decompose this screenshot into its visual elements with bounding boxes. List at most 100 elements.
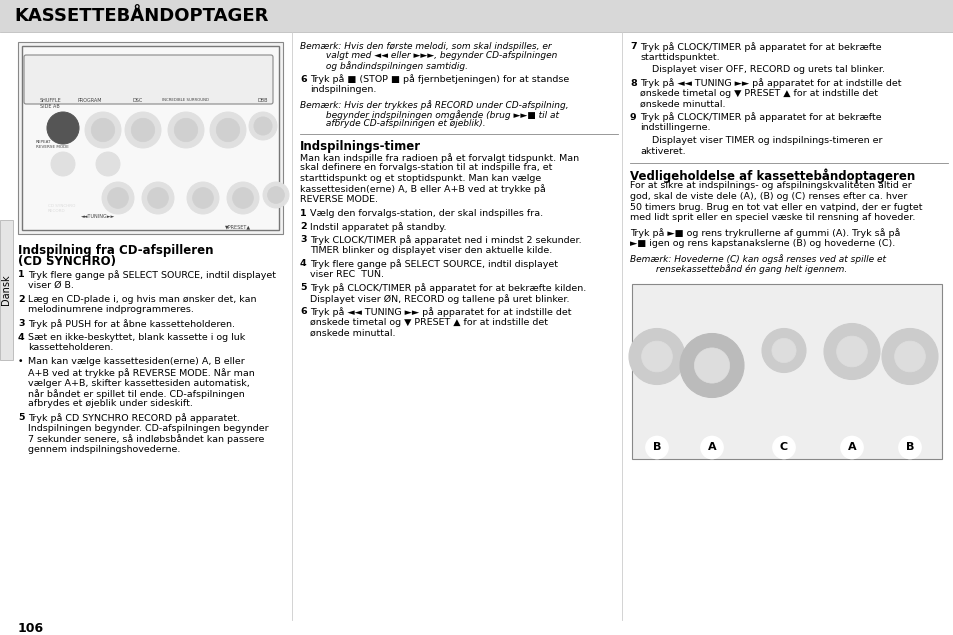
Circle shape xyxy=(125,112,161,148)
Text: kassettesiden(erne) A, B eller A+B ved at trykke på: kassettesiden(erne) A, B eller A+B ved a… xyxy=(299,185,545,194)
Text: Tryk på ►■ og rens trykrullerne af gummi (A). Tryk så på: Tryk på ►■ og rens trykrullerne af gummi… xyxy=(629,229,900,238)
Text: god, skal de viste dele (A), (B) og (C) renses efter ca. hver: god, skal de viste dele (A), (B) og (C) … xyxy=(629,192,906,201)
Text: Sæt en ikke-beskyttet, blank kassette i og luk: Sæt en ikke-beskyttet, blank kassette i … xyxy=(28,333,245,342)
Text: Vedligeholdelse af kassettebåndoptageren: Vedligeholdelse af kassettebåndoptageren xyxy=(629,168,914,183)
Text: 6: 6 xyxy=(299,307,306,316)
Text: A+B ved at trykke på REVERSE MODE. Når man: A+B ved at trykke på REVERSE MODE. Når m… xyxy=(28,368,254,378)
Text: når båndet er spillet til ende. CD-afspilningen: når båndet er spillet til ende. CD-afspi… xyxy=(28,389,245,399)
Text: B: B xyxy=(904,443,913,453)
Text: Indspilning fra CD-afspilleren: Indspilning fra CD-afspilleren xyxy=(18,244,213,257)
Text: 4: 4 xyxy=(18,333,25,342)
Text: DSC: DSC xyxy=(132,98,143,103)
Text: vælger A+B, skifter kassettesiden automatisk,: vælger A+B, skifter kassettesiden automa… xyxy=(28,378,250,387)
Text: Displayet viser TIMER og indspilnings-timeren er: Displayet viser TIMER og indspilnings-ti… xyxy=(639,136,882,145)
Text: 3: 3 xyxy=(299,236,306,244)
Text: Man kan indspille fra radioen på et forvalgt tidspunkt. Man: Man kan indspille fra radioen på et forv… xyxy=(299,153,578,163)
Text: Displayet viser OFF, RECORD og urets tal blinker.: Displayet viser OFF, RECORD og urets tal… xyxy=(639,65,884,74)
Circle shape xyxy=(645,436,667,458)
Circle shape xyxy=(96,152,120,176)
Text: og båndindspilningen samtidig.: og båndindspilningen samtidig. xyxy=(299,61,468,71)
Text: viser Ø B.: viser Ø B. xyxy=(28,281,73,290)
Circle shape xyxy=(841,436,862,458)
Text: afbryde CD-afspilningen et øjeblik).: afbryde CD-afspilningen et øjeblik). xyxy=(299,119,485,128)
Text: Bemærk: Hvis der trykkes på RECORD under CD-afspilning,: Bemærk: Hvis der trykkes på RECORD under… xyxy=(299,100,568,110)
Text: ønskede minuttal.: ønskede minuttal. xyxy=(639,100,724,109)
Circle shape xyxy=(700,436,722,458)
Text: ønskede minuttal.: ønskede minuttal. xyxy=(310,328,395,337)
Text: Indstil apparatet på standby.: Indstil apparatet på standby. xyxy=(310,222,446,232)
Text: ◄◄TUNING►►: ◄◄TUNING►► xyxy=(81,214,115,219)
Text: 7: 7 xyxy=(629,42,636,51)
Circle shape xyxy=(761,328,805,373)
Text: viser REC  TUN.: viser REC TUN. xyxy=(310,270,384,279)
Text: Læg en CD-plade i, og hvis man ønsker det, kan: Læg en CD-plade i, og hvis man ønsker de… xyxy=(28,295,256,304)
Text: gennem indspilningshovederne.: gennem indspilningshovederne. xyxy=(28,445,180,454)
Text: 8: 8 xyxy=(629,79,636,88)
Circle shape xyxy=(210,112,246,148)
Text: Tryk flere gange på SELECT SOURCE, indtil displayet: Tryk flere gange på SELECT SOURCE, indti… xyxy=(310,260,558,269)
Text: valgt med ◄◄ eller ►►►, begynder CD-afspilningen: valgt med ◄◄ eller ►►►, begynder CD-afsp… xyxy=(299,51,557,60)
Text: REPEAT
REVERSE MODE: REPEAT REVERSE MODE xyxy=(36,140,69,149)
Circle shape xyxy=(249,112,276,140)
Circle shape xyxy=(894,341,924,372)
Text: Indspilnings-timer: Indspilnings-timer xyxy=(299,140,420,153)
Text: A: A xyxy=(707,443,716,453)
Text: Tryk på ◄◄ TUNING ►► på apparatet for at indstille det: Tryk på ◄◄ TUNING ►► på apparatet for at… xyxy=(310,307,571,318)
Circle shape xyxy=(51,152,75,176)
Text: 2: 2 xyxy=(18,295,25,304)
Circle shape xyxy=(641,341,672,372)
Circle shape xyxy=(47,112,79,144)
Circle shape xyxy=(91,118,114,142)
Text: KASSETTEBÅNDOPTAGER: KASSETTEBÅNDOPTAGER xyxy=(14,7,268,25)
Bar xyxy=(0,0,953,32)
Circle shape xyxy=(216,118,239,142)
Text: med lidt sprit eller en speciel væske til rensning af hoveder.: med lidt sprit eller en speciel væske ti… xyxy=(629,213,915,222)
Text: Tryk på PUSH for at åbne kassetteholderen.: Tryk på PUSH for at åbne kassetteholdere… xyxy=(28,319,234,329)
Text: SHUFFLE
SIDE AB: SHUFFLE SIDE AB xyxy=(40,98,62,109)
Text: starttidspunkt og et stoptidspunkt. Man kan vælge: starttidspunkt og et stoptidspunkt. Man … xyxy=(299,174,540,183)
Text: A: A xyxy=(847,443,856,453)
Text: Tryk CLOCK/TIMER på apparatet ned i mindst 2 sekunder.: Tryk CLOCK/TIMER på apparatet ned i mind… xyxy=(310,236,581,245)
Text: Tryk flere gange på SELECT SOURCE, indtil displayet: Tryk flere gange på SELECT SOURCE, indti… xyxy=(28,270,275,280)
Text: begynder indspilningen omgående (brug ►►■ til at: begynder indspilningen omgående (brug ►►… xyxy=(299,110,558,120)
Text: Bemærk: Hovederne (C) kan også renses ved at spille et: Bemærk: Hovederne (C) kan også renses ve… xyxy=(629,255,885,264)
Text: C: C xyxy=(780,443,787,453)
Text: 9: 9 xyxy=(629,112,636,121)
Text: starttidspunktet.: starttidspunktet. xyxy=(639,53,719,62)
Text: Vælg den forvalgs-station, der skal indspilles fra.: Vælg den forvalgs-station, der skal inds… xyxy=(310,208,542,218)
Text: Tryk på CD SYNCHRO RECORD på apparatet.: Tryk på CD SYNCHRO RECORD på apparatet. xyxy=(28,413,239,424)
Circle shape xyxy=(85,112,121,148)
Text: Tryk på ■ (STOP ■ på fjernbetjeningen) for at standse: Tryk på ■ (STOP ■ på fjernbetjeningen) f… xyxy=(310,74,569,84)
Text: Tryk på CLOCK/TIMER på apparatet for at bekræfte: Tryk på CLOCK/TIMER på apparatet for at … xyxy=(639,42,881,52)
Circle shape xyxy=(227,182,258,214)
Circle shape xyxy=(132,118,154,142)
Text: Bemærk: Hvis den første melodi, som skal indspilles, er: Bemærk: Hvis den første melodi, som skal… xyxy=(299,42,551,51)
Text: 3: 3 xyxy=(18,319,25,328)
Text: PROGRAM: PROGRAM xyxy=(77,98,102,103)
Circle shape xyxy=(102,182,133,214)
Text: Tryk på CLOCK/TIMER på apparatet for at bekræfte: Tryk på CLOCK/TIMER på apparatet for at … xyxy=(639,112,881,123)
Circle shape xyxy=(108,187,129,208)
Text: 106: 106 xyxy=(18,622,44,635)
Text: Dansk: Dansk xyxy=(1,275,11,305)
Text: skal definere en forvalgs-station til at indspille fra, et: skal definere en forvalgs-station til at… xyxy=(299,163,552,173)
Text: aktiveret.: aktiveret. xyxy=(639,147,685,156)
Text: 2: 2 xyxy=(299,222,306,231)
Text: 6: 6 xyxy=(299,74,306,83)
Circle shape xyxy=(168,112,204,148)
Bar xyxy=(631,283,941,458)
Circle shape xyxy=(142,182,173,214)
Text: CD SYNCHRO
RECORD: CD SYNCHRO RECORD xyxy=(48,204,75,213)
Bar xyxy=(18,42,283,234)
Text: 50 timers brug. Brug en tot vat eller en vatpind, der er fugtet: 50 timers brug. Brug en tot vat eller en… xyxy=(629,203,922,211)
Text: 7 sekunder senere, så indløbsbåndet kan passere: 7 sekunder senere, så indløbsbåndet kan … xyxy=(28,434,264,444)
Text: •: • xyxy=(18,358,24,366)
Circle shape xyxy=(679,333,743,398)
Text: Tryk på CLOCK/TIMER på apparatet for at bekræfte kilden.: Tryk på CLOCK/TIMER på apparatet for at … xyxy=(310,283,586,293)
Text: 4: 4 xyxy=(299,260,306,269)
Text: 5: 5 xyxy=(18,413,25,422)
Text: ►■ igen og rens kapstanakslerne (B) og hovederne (C).: ►■ igen og rens kapstanakslerne (B) og h… xyxy=(629,239,894,248)
Circle shape xyxy=(882,328,937,385)
Text: indstillingerne.: indstillingerne. xyxy=(639,123,710,132)
Text: 5: 5 xyxy=(299,283,306,293)
